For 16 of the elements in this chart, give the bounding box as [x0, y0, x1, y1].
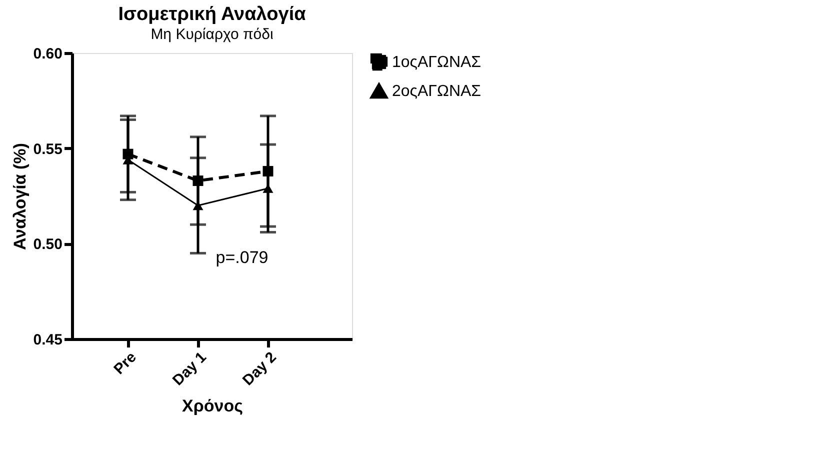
x-tick-label: Day 2 [239, 348, 280, 390]
point [262, 166, 274, 176]
point [192, 176, 204, 186]
y-tick-label: 0.45 [33, 332, 62, 348]
legend-label: 1οςΑΓΩΝΑΣ [392, 54, 482, 71]
y-tick-label: 0.50 [33, 236, 62, 254]
y-axis-title: Αναλογία (%) [10, 143, 30, 250]
legend-label: 2οςΑΓΩΝΑΣ [392, 83, 482, 100]
chart-subtitle: Μη Κυρίαρχο πόδι [150, 26, 274, 43]
x-tick-label: Pre [110, 348, 140, 378]
x-tick-label: Day 1 [169, 348, 210, 390]
y-tick-label: 0.60 [33, 46, 62, 62]
chart-title: Ισομετρική Αναλογία [118, 4, 306, 25]
x-axis-title: Χρόνος [182, 396, 244, 416]
annotation: p=.079 [216, 248, 268, 267]
y-tick-label: 0.55 [33, 140, 62, 158]
